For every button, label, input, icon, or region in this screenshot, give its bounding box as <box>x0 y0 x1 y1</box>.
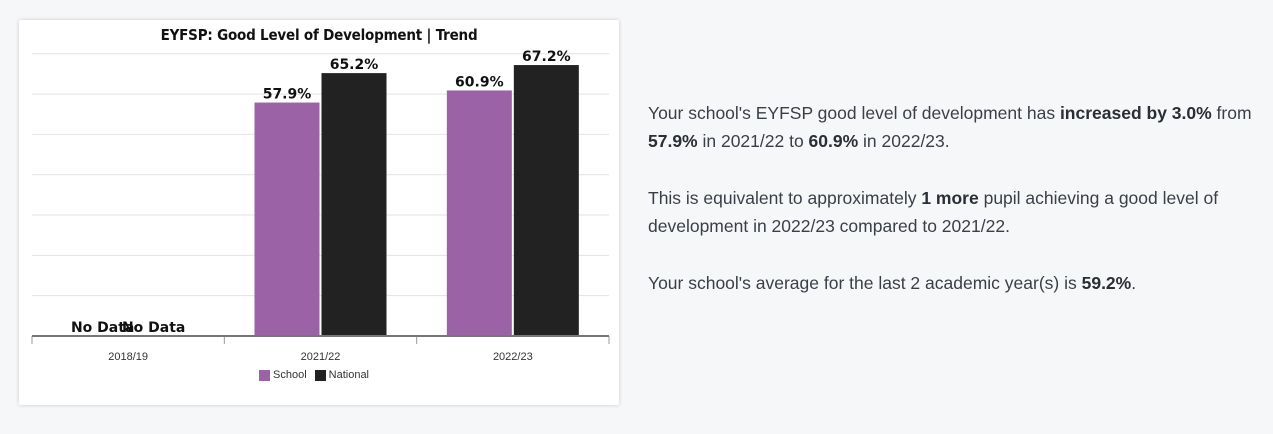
no-data-label: No Data <box>71 320 134 336</box>
bar-national <box>321 73 387 337</box>
bar-school <box>254 102 320 336</box>
summary-paragraph-change: Your school's EYFSP good level of develo… <box>648 100 1253 155</box>
data-label: 60.9% <box>455 74 504 90</box>
summary-bold-change: increased by 3.0% <box>1059 103 1212 123</box>
summary-bold-value: 60.9% <box>808 130 859 151</box>
bar-national <box>513 65 579 337</box>
legend-item-school[interactable]: School <box>259 369 307 381</box>
summary-bold-value: 57.9% <box>648 130 698 151</box>
summary-text-span: in 2021/22 to <box>697 130 809 151</box>
summary-text-span: pupil achieving a good level of developm… <box>648 188 1219 236</box>
legend-swatch-school <box>259 369 270 381</box>
legend-item-national[interactable]: National <box>314 369 369 381</box>
summary-text-span: Your school's EYFSP good level of develo… <box>648 103 1060 123</box>
bar-school <box>446 90 512 336</box>
legend-label-school: School <box>273 369 307 381</box>
x-tick-label: 2021/22 <box>301 351 341 363</box>
legend-label-national: National <box>328 369 369 381</box>
chart-legend: School National <box>259 369 377 381</box>
summary-text-span: . <box>1131 273 1137 293</box>
no-data-label: No Data <box>122 320 185 336</box>
data-label: 65.2% <box>330 57 379 73</box>
x-tick-label: 2018/19 <box>108 351 148 363</box>
summary-text-span: This is equivalent to approximately <box>648 188 922 208</box>
chart-title: EYFSP: Good Level of Development | Trend <box>160 26 478 44</box>
summary-paragraph-average: Your school's average for the last 2 aca… <box>648 270 1253 298</box>
chart-card: EYFSP: Good Level of Development | Trend… <box>19 20 619 405</box>
summary-text: Your school's EYFSP good level of develo… <box>648 100 1253 328</box>
summary-bold-average: 59.2% <box>1081 273 1132 293</box>
summary-text-span: Your school's average for the last 2 aca… <box>648 273 1082 293</box>
x-tick-label: 2022/23 <box>493 351 533 363</box>
summary-text-span: from <box>1211 103 1252 123</box>
summary-paragraph-pupils: This is equivalent to approximately 1 mo… <box>648 185 1253 240</box>
legend-swatch-national <box>314 369 326 381</box>
summary-text-span: in 2022/23. <box>858 130 950 151</box>
summary-bold-pupils: 1 more <box>921 188 979 208</box>
data-label: 67.2% <box>522 49 571 65</box>
data-label: 57.9% <box>263 87 312 103</box>
